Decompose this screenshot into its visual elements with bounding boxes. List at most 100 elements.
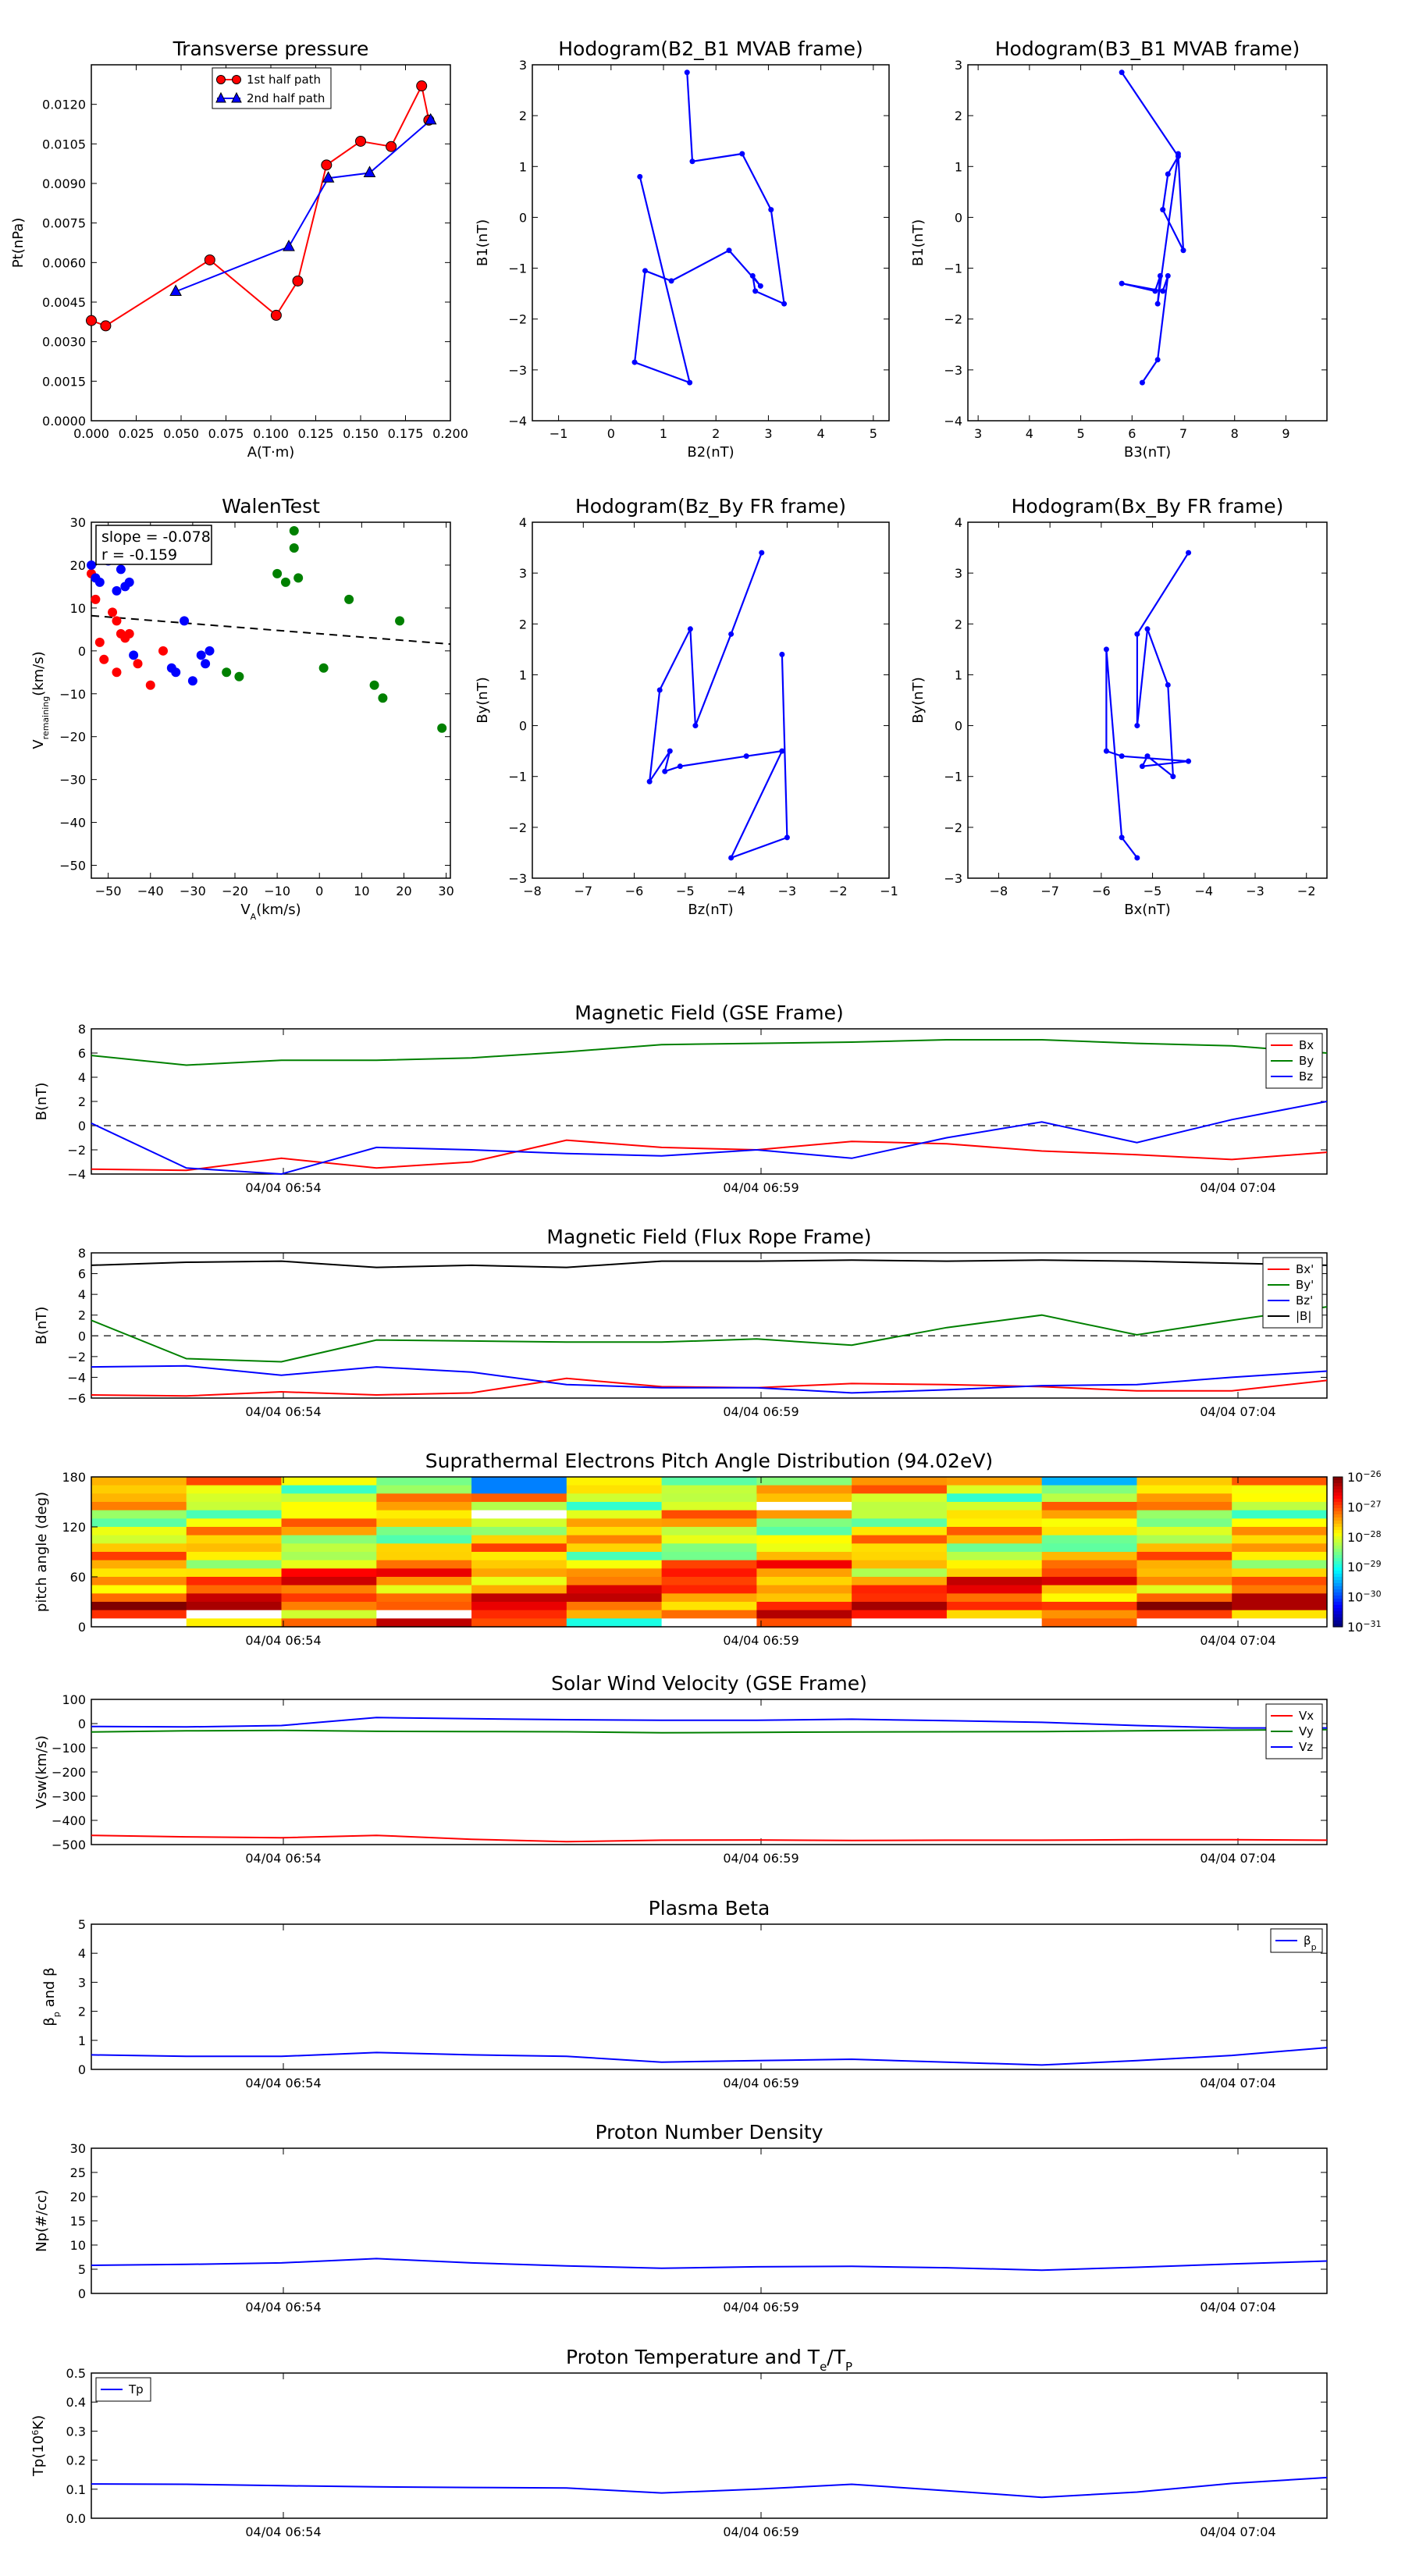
pitch-angle-cell: [281, 1602, 377, 1611]
pitch-angle-cell: [91, 1610, 187, 1619]
ts5-ytick-label: 2: [78, 2005, 86, 2019]
pitch-angle-cell: [186, 1485, 283, 1494]
colorbar-segment: [1333, 1521, 1343, 1525]
pitch-angle-cell: [281, 1568, 377, 1578]
pitch-angle-cell: [661, 1535, 757, 1544]
pitch-angle-cell: [756, 1543, 852, 1553]
ts2-legend-label: Bz': [1296, 1293, 1313, 1308]
tp-ytick-label: 0.0060: [42, 255, 86, 270]
colorbar-segment: [1333, 1592, 1343, 1596]
ts3-ylabel: pitch angle (deg): [34, 1492, 50, 1612]
colorbar-segment: [1333, 1580, 1343, 1584]
pitch-angle-cell: [1136, 1510, 1232, 1519]
pitch-angle-cell: [281, 1510, 377, 1519]
legend-marker-second: [215, 91, 226, 103]
pitch-angle-cell: [471, 1585, 567, 1594]
h3-xtick-label: −6: [625, 884, 644, 898]
h1-ytick-label: 0: [519, 210, 527, 225]
ts1-time-label: 04/04 07:04: [1200, 1180, 1275, 1195]
ts1-series-line-0: [91, 1139, 1328, 1172]
pitch-angle-cell: [852, 1502, 948, 1511]
pitch-angle-cell: [852, 1552, 948, 1561]
h1-hodogram-point: [739, 151, 745, 157]
ts1-ytick-label: −4: [67, 1167, 86, 1182]
colorbar-label: 10−28: [1347, 1528, 1382, 1545]
pitch-angle-cell: [1041, 1485, 1138, 1494]
h4-hodogram-point: [1186, 550, 1192, 556]
h2-xtick-label: 9: [1282, 426, 1289, 441]
legend-label-first: 1st half path: [247, 73, 321, 87]
hodogram-b3-b1-panel: Hodogram(B3_B1 MVAB frame) 3 4 5 6 7 8 9 −4 −3 −2 −…: [910, 37, 1328, 461]
h2-plot-frame: [967, 64, 1328, 422]
pitch-angle-cell: [471, 1618, 567, 1628]
walen-point: [133, 659, 143, 669]
walen-point: [344, 594, 354, 604]
walen-point: [108, 607, 118, 617]
h3-xtick-label: −7: [574, 884, 592, 898]
h2-xtick-label: 7: [1179, 426, 1187, 441]
legend-marker-first: [216, 75, 226, 84]
pitch-angle-cell: [376, 1527, 472, 1536]
h3-hodogram-point: [677, 763, 683, 770]
colorbar-label: 10−31: [1347, 1619, 1382, 1635]
h1-xtick-label: 0: [607, 426, 615, 441]
h4-hodogram-point: [1103, 646, 1109, 653]
walen-point: [201, 659, 211, 669]
ts4-ytick-label: −400: [52, 1813, 86, 1828]
pitch-angle-cell: [281, 1477, 377, 1486]
hodogram-b2-b1-panel: Hodogram(B2_B1 MVAB frame) −1 0 1 2 3 4 5 −4 −3 −2…: [475, 37, 890, 461]
h2-hodogram-point: [1160, 288, 1166, 294]
ts7-legend-label: Tp: [128, 2382, 144, 2396]
pitch-angle-cell: [281, 1552, 377, 1561]
pitch-angle-cell: [186, 1602, 283, 1611]
ts1-ytick-label: −2: [67, 1143, 86, 1158]
pitch-angle-cell: [376, 1618, 472, 1628]
h1-hodogram-point: [768, 207, 774, 213]
h1-ytick-label: −1: [508, 262, 527, 276]
pitch-angle-cell: [661, 1477, 757, 1486]
colorbar-segment: [1333, 1624, 1343, 1628]
ts4-legend-label: Vy: [1299, 1724, 1314, 1738]
colorbar-segment: [1333, 1567, 1343, 1571]
pitch-angle-cell: [661, 1585, 757, 1594]
walen-point: [171, 667, 181, 678]
walen-point: [222, 667, 232, 678]
legend-marker-second: [231, 91, 242, 103]
ts5-legend-label: βp: [1304, 1934, 1317, 1952]
ts6-ylabel: Np(#/cc): [34, 2190, 50, 2252]
pitch-angle-cell: [756, 1477, 852, 1486]
pitch-angle-cell: [91, 1510, 187, 1519]
pitch-angle-cell: [852, 1568, 948, 1578]
wt-xtick-label: 20: [396, 884, 411, 898]
pitch-angle-cell: [186, 1560, 283, 1569]
h2-ytick-label: 1: [955, 159, 962, 174]
ts3-title: Suprathermal Electrons Pitch Angle Distr…: [425, 1450, 993, 1472]
h4-ytick-label: −3: [944, 871, 962, 886]
pitch-angle-cell: [946, 1602, 1043, 1611]
h4-ylabel: By(nT): [910, 677, 927, 723]
pitch-angle-cell: [186, 1593, 283, 1603]
wt-plot-frame: [91, 521, 451, 879]
wt-ytick-label: −40: [59, 816, 86, 831]
pitch-angle-cell: [91, 1568, 187, 1578]
pitch-angle-cell: [91, 1477, 187, 1486]
transverse-pressure-legend: 1st half path 2nd half path: [212, 67, 332, 109]
walen-r-text: r = -0.159: [101, 546, 177, 564]
pitch-angle-cell: [376, 1543, 472, 1553]
pitch-angle-cell: [91, 1577, 187, 1586]
ts7-ytick-label: 0.3: [66, 2424, 86, 2439]
tp-ytick-label: 0.0120: [42, 98, 86, 112]
pitch-angle-cell: [1041, 1543, 1138, 1553]
colorbar-segment: [1333, 1589, 1343, 1593]
pitch-angle-cell: [852, 1510, 948, 1519]
colorbar-segment: [1333, 1577, 1343, 1581]
pitch-angle-cell: [566, 1485, 663, 1494]
pitch-angle-cell: [376, 1477, 472, 1486]
ts5-ytick-label: 3: [78, 1975, 86, 1990]
wt-xtick-label: −40: [137, 884, 164, 898]
h1-hodogram-point: [757, 283, 763, 289]
h2-xtick-label: 3: [974, 426, 982, 441]
ts2-plot-frame: [91, 1252, 1328, 1399]
ts4-ytick-label: 0: [78, 1717, 86, 1731]
